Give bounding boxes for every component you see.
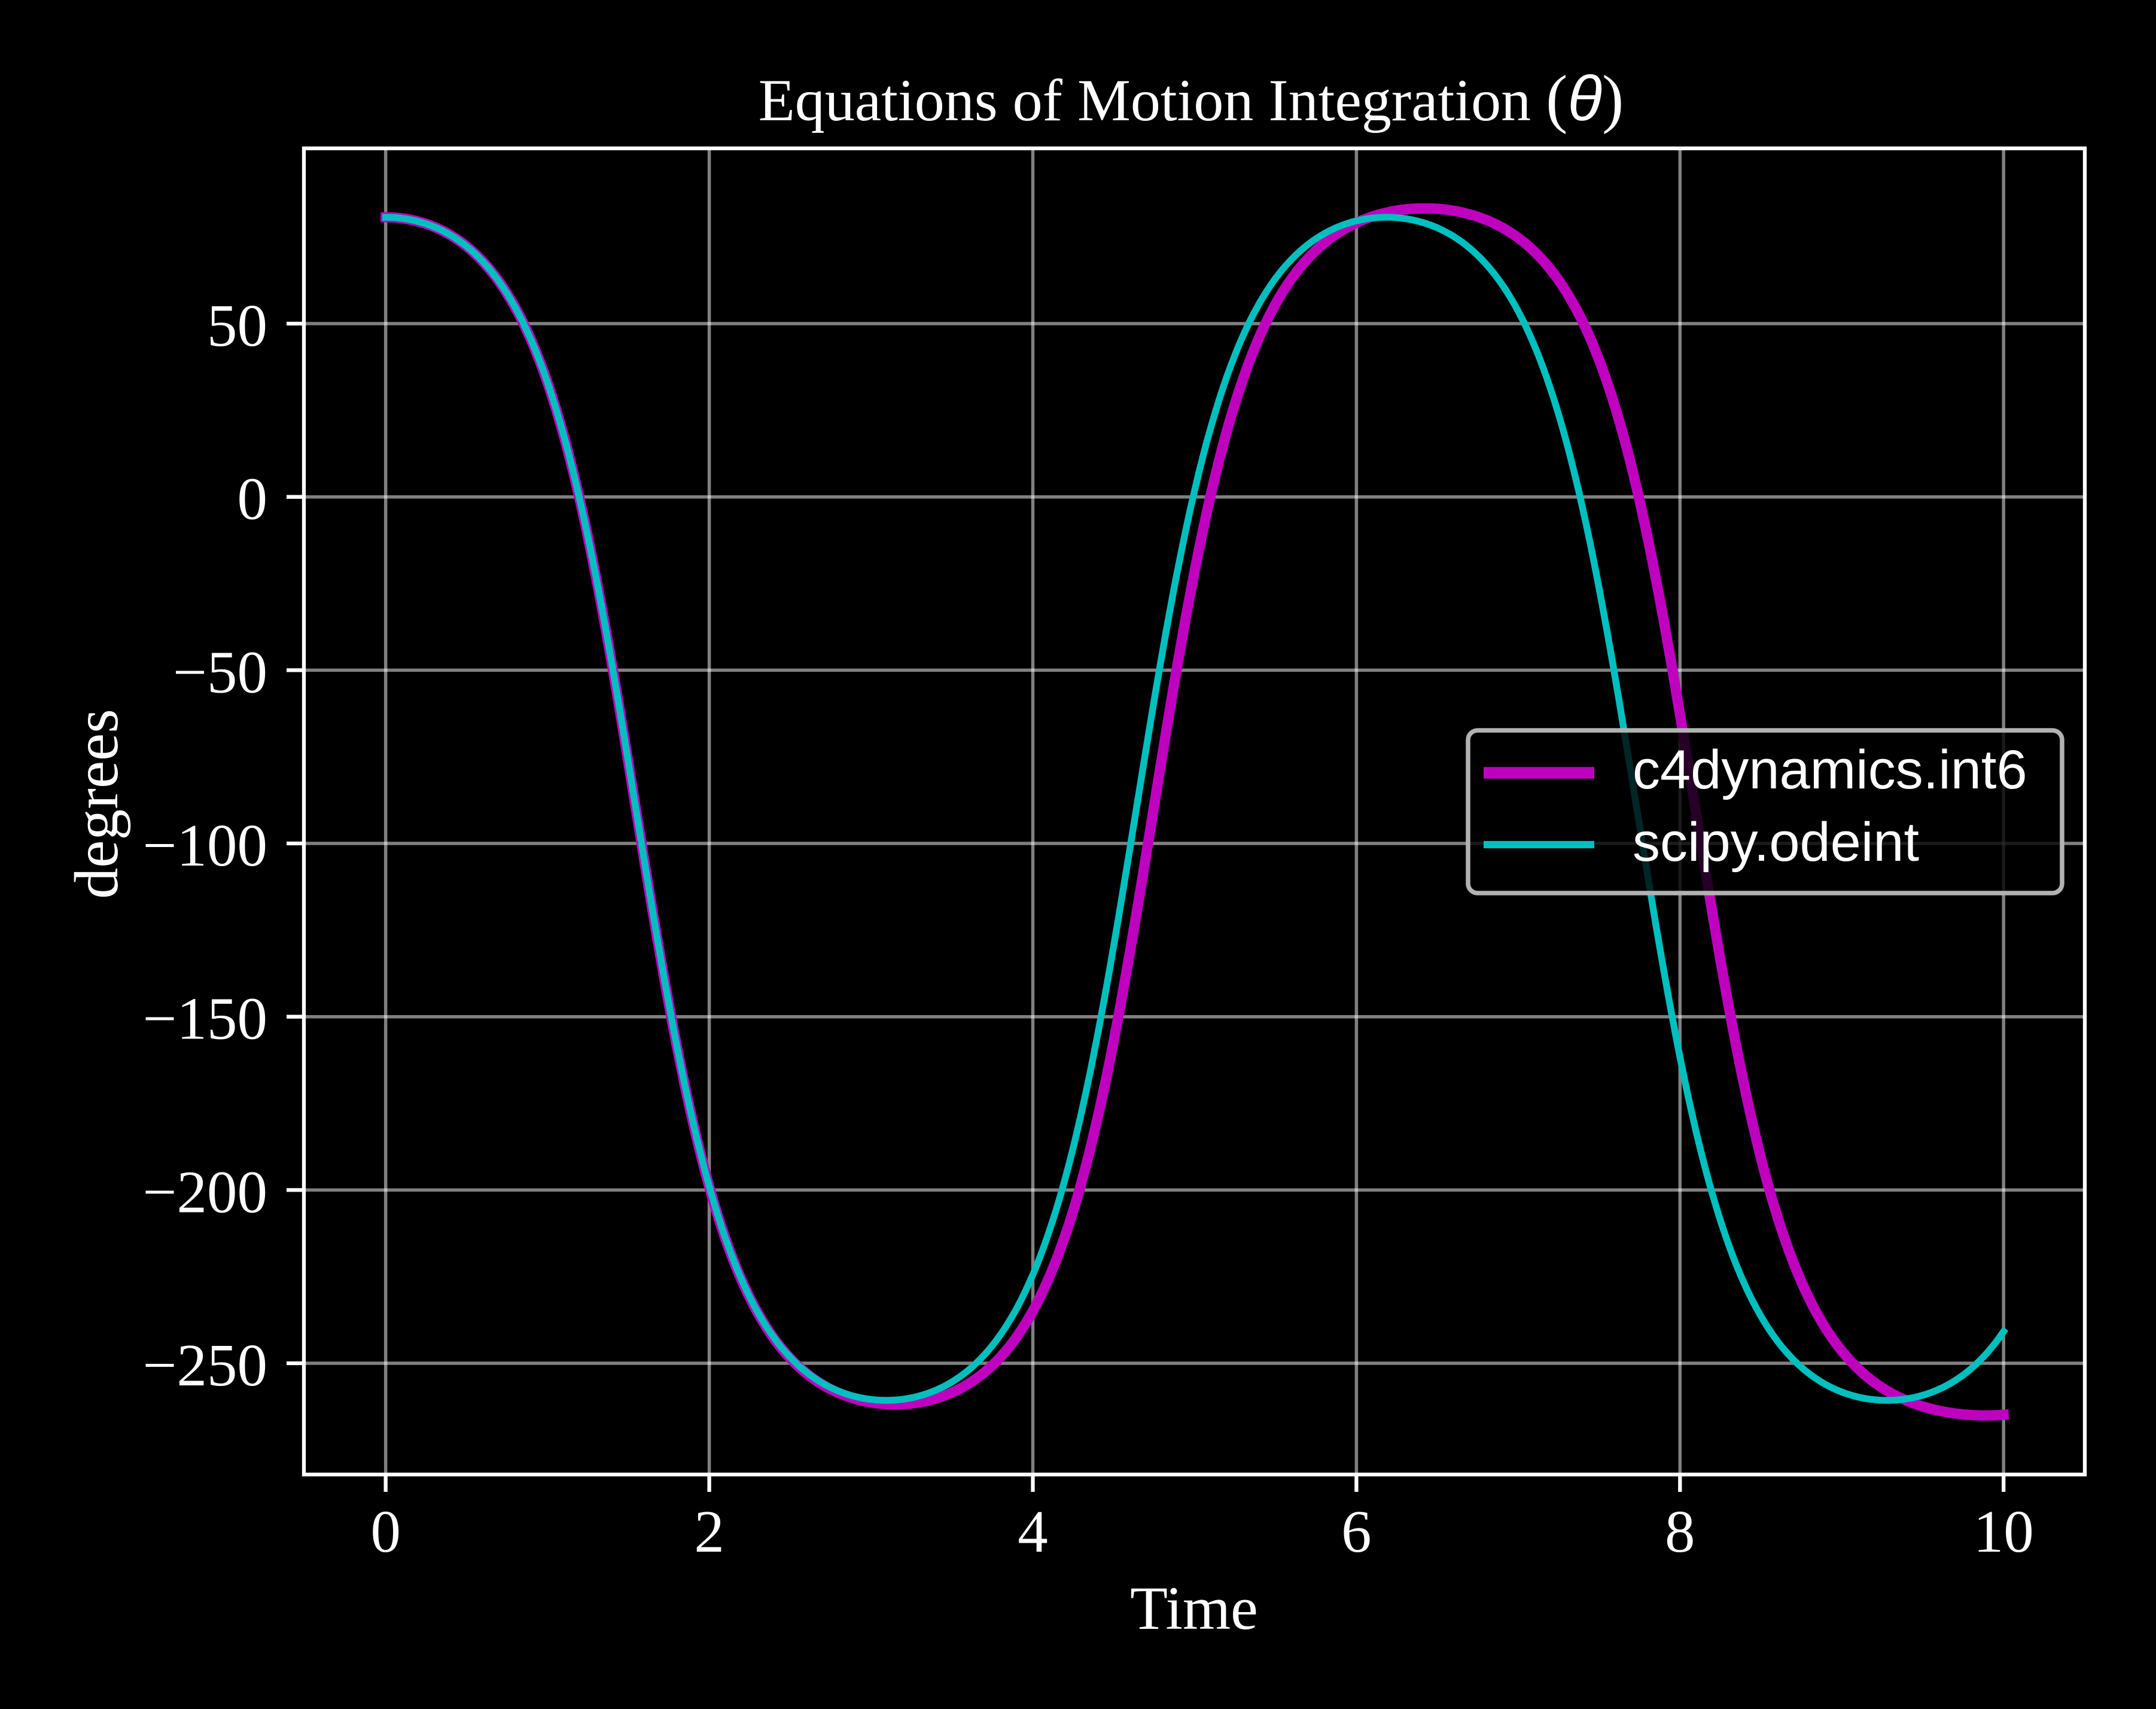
- svg-text:−50: −50: [173, 638, 267, 705]
- svg-text:−200: −200: [143, 1158, 267, 1225]
- svg-text:c4dynamics.int6: c4dynamics.int6: [1633, 739, 2027, 800]
- svg-text:0: 0: [370, 1498, 401, 1565]
- svg-text:Equations of Motion Integratio: Equations of Motion Integration (θ): [759, 62, 1624, 135]
- svg-text:6: 6: [1341, 1498, 1372, 1565]
- svg-text:scipy.odeint: scipy.odeint: [1633, 812, 1919, 873]
- svg-text:50: 50: [207, 292, 267, 359]
- svg-text:degrees: degrees: [62, 709, 131, 899]
- svg-text:4: 4: [1018, 1498, 1048, 1565]
- svg-text:−250: −250: [143, 1332, 267, 1399]
- svg-text:8: 8: [1665, 1498, 1695, 1565]
- svg-text:0: 0: [237, 465, 268, 532]
- svg-text:2: 2: [694, 1498, 724, 1565]
- svg-text:Time: Time: [1130, 1574, 1258, 1643]
- svg-text:10: 10: [1974, 1498, 2034, 1565]
- svg-text:−150: −150: [143, 985, 267, 1052]
- svg-text:−100: −100: [143, 812, 267, 879]
